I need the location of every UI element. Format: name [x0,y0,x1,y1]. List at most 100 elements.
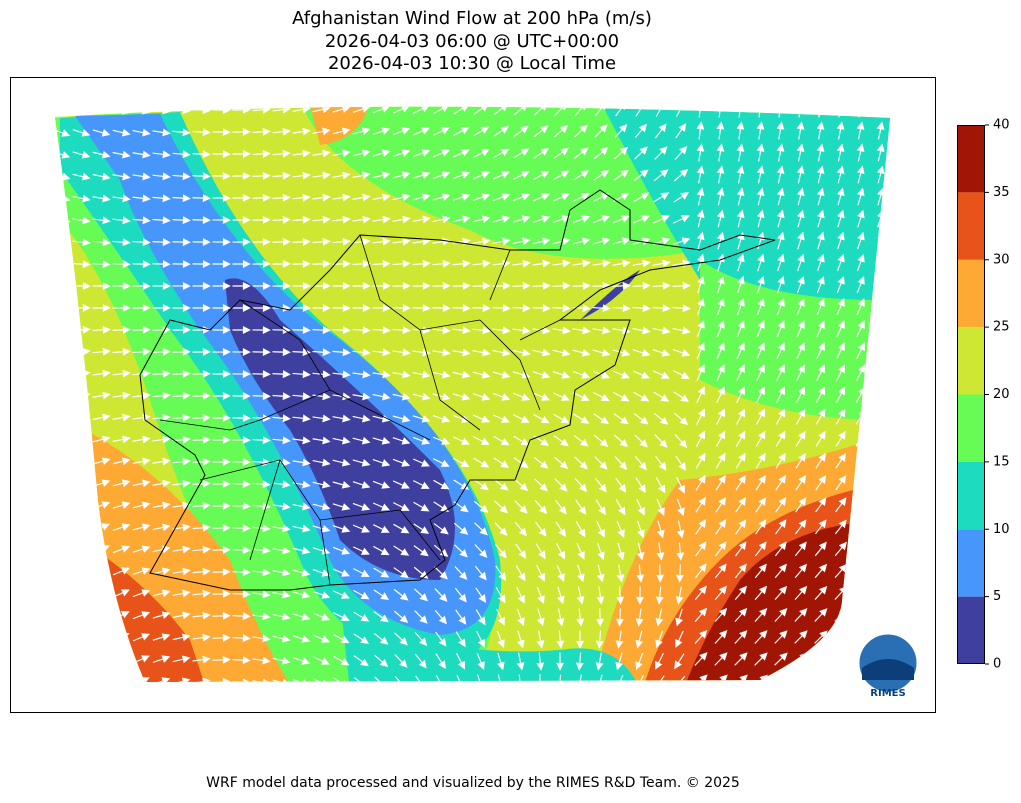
wind-arrow [874,541,888,557]
wind-arrow [512,237,531,246]
wind-arrow [552,392,570,401]
wind-arrow [232,634,251,643]
wind-arrow [652,259,671,268]
wind-arrow [74,674,88,682]
wind-arrow [433,479,450,490]
wind-arrow [372,480,391,489]
wind-arrow [755,519,767,535]
wind-arrow [716,209,725,228]
wind-arrow [655,653,664,670]
wind-arrow [432,193,451,202]
wind-arrow [472,326,491,335]
wind-arrow [815,452,826,469]
wind-arrow [655,455,667,471]
wind-arrow [373,654,389,668]
wind-arrow [452,304,471,313]
wind-arrow [596,521,605,538]
wind-arrow [776,275,785,294]
wind-arrow [494,543,507,559]
colorbar-band [957,259,985,328]
wind-arrow [455,631,466,648]
wind-arrow [272,656,291,665]
wind-arrow [152,655,171,663]
wind-arrow [454,544,468,558]
wind-arrow [292,568,311,577]
wind-arrow [774,585,788,601]
wind-arrow [412,392,431,401]
wind-arrow [736,209,745,228]
wind-arrow [496,608,505,626]
wind-arrow [473,479,489,491]
wind-arrow [556,608,565,627]
wind-arrow [714,563,727,579]
wind-arrow [496,630,505,649]
wind-arrow [172,611,191,620]
wind-arrow [796,275,805,294]
wind-arrow [152,567,171,576]
wind-arrow [434,609,447,625]
wind-arrow [615,477,627,493]
colorbar-band [957,394,985,462]
wind-arrow [55,457,71,466]
wind-arrow [332,590,350,599]
wind-arrow [736,121,745,140]
wind-arrow [352,326,371,335]
wind-arrow [432,348,451,357]
wind-arrow [172,457,191,466]
wind-arrow [393,545,410,556]
wind-arrow [93,610,110,621]
wind-arrow [152,303,171,312]
wind-arrow [55,413,71,422]
wind-arrow [654,434,668,448]
wind-arrow [633,391,650,402]
wind-arrow [493,435,510,446]
wind-arrow [795,386,806,403]
wind-arrow [734,607,748,622]
wind-arrow [292,149,311,158]
wind-arrow [132,611,151,620]
wind-arrow [835,408,846,425]
wind-arrow [292,171,311,180]
wind-arrow [112,435,131,444]
wind-arrow [172,655,191,664]
wind-arrow [292,414,311,423]
wind-arrow [475,587,487,603]
wind-arrow [392,392,411,401]
wind-arrow [734,630,748,644]
colorbar-band [957,461,985,530]
wind-arrow [412,458,430,467]
wind-arrow [552,370,571,379]
wind-arrow [816,106,825,118]
wind-arrow [736,342,745,360]
wind-arrow [212,655,231,664]
wind-arrow [292,635,311,643]
wind-arrow [774,674,788,682]
wind-arrow [612,237,631,246]
wind-arrow [352,414,371,423]
wind-arrow [775,408,786,425]
colorbar-tick-label: 25 [993,320,1010,335]
wind-arrow [272,524,291,533]
wind-arrow [592,326,611,335]
wind-arrow [92,150,111,159]
wind-arrow [554,499,567,515]
wind-arrow [152,523,171,532]
wind-arrow [516,652,525,671]
wind-arrow [292,193,311,202]
wind-arrow [132,391,151,400]
wind-arrow [333,655,350,666]
wind-arrow [412,348,431,357]
wind-arrow [232,590,251,599]
wind-arrow [696,408,705,425]
wind-arrow [553,147,569,159]
wind-arrow [232,612,251,621]
wind-arrow [656,564,665,583]
colorbar-band [957,327,985,395]
wind-arrow [833,674,849,682]
wind-arrow [512,215,531,223]
wind-arrow [272,634,291,643]
wind-arrow [814,630,828,644]
wind-arrow [312,436,331,445]
wind-arrow [512,281,531,290]
wind-arrow [172,633,191,642]
